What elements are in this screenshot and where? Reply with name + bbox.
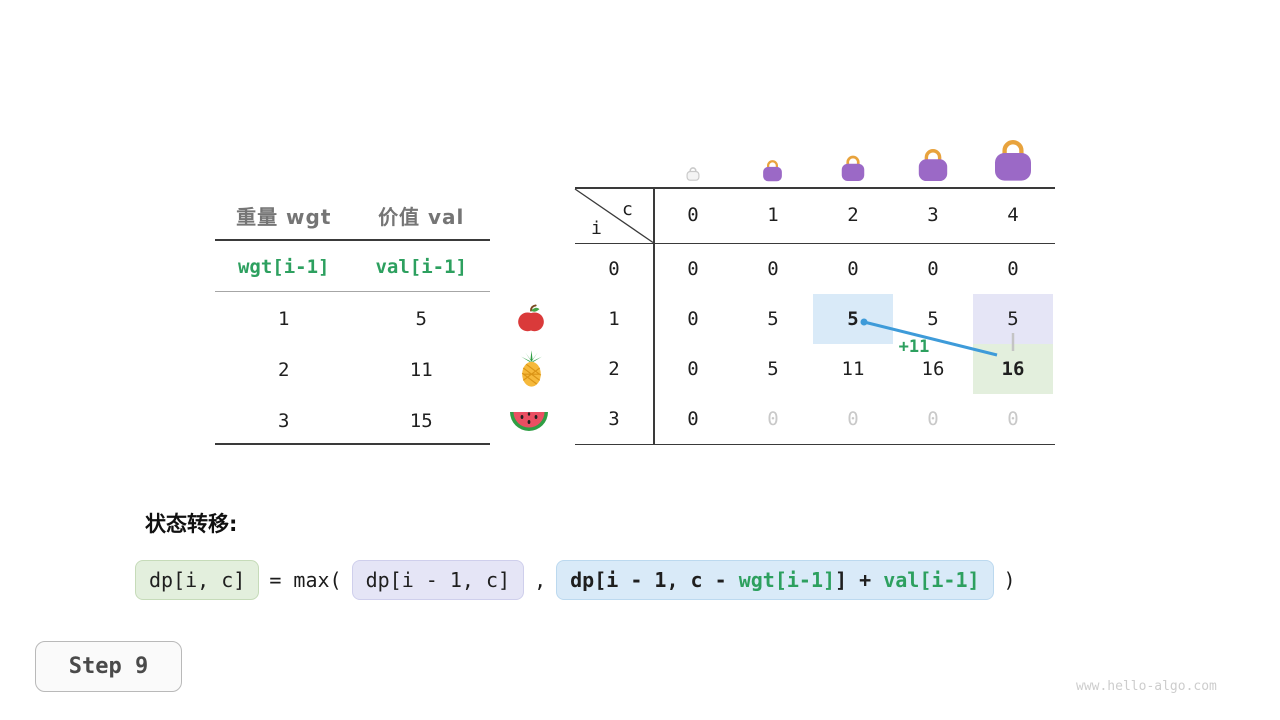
dp-col-header-1: 1 (767, 204, 779, 226)
pineapple-icon (517, 350, 546, 392)
dp-col-header-0: 0 (687, 204, 699, 226)
state-transition-heading: 状态转移: (145, 512, 238, 536)
dp-cell-r3-c2: 0 (847, 408, 859, 430)
dp-row-header-2: 2 (608, 358, 620, 380)
dp-cell-r0-c0: 0 (687, 258, 699, 280)
dp-col-header-2: 2 (847, 204, 859, 226)
item-2-weight: 2 (278, 359, 290, 381)
formula-arg1-keep: dp[i - 1, c] (351, 560, 525, 600)
dp-cell-r3-c0: 0 (687, 408, 699, 430)
step-badge: Step 9 (35, 641, 182, 692)
formula-arg2-val-part: val[i-1] (883, 568, 980, 592)
dp-cell-r1-c3: 5 (927, 308, 939, 330)
dp-row-header-0: 0 (608, 258, 620, 280)
item-1-weight: 1 (278, 308, 290, 330)
item-row-2: 2 11 (215, 345, 490, 395)
dp-cell-r1-c0: 0 (687, 308, 699, 330)
item-table-formula-row: wgt[i-1] val[i-1] (215, 243, 490, 291)
item-row-1: 1 5 (215, 294, 490, 344)
formula-close-paren: ) (1003, 568, 1016, 592)
dp-corner-col-label: c (622, 199, 633, 220)
item-table-bottom-rule (215, 443, 490, 445)
formula-arg2-plus-part: ] + (835, 568, 884, 592)
dp-grid: 0 0 0 0 0 0 5 5 5 5 0 5 11 16 16 0 0 0 0… (653, 244, 1053, 444)
plus-value-annotation: +11 (898, 337, 930, 357)
item-table-mid-rule (215, 291, 490, 292)
item-table-header-row: 重量 wgt 价值 val (215, 192, 490, 238)
dp-cell-r1-c4-source-highlight: 5 (973, 294, 1053, 344)
dp-corner-diagonal (574, 188, 654, 244)
dp-row-headers: 0 1 2 3 (575, 244, 653, 444)
apple-icon (516, 303, 546, 339)
bag-icon-capacity-2 (838, 153, 868, 186)
bag-icon-capacity-3 (914, 146, 952, 186)
item-table-header-rule (215, 239, 490, 241)
formula-arg2-take: dp[i - 1, c - wgt[i-1]] + val[i-1] (556, 560, 994, 600)
dp-cell-r1-c2-source-highlight: 5 (813, 294, 893, 344)
dp-cell-r0-c2: 0 (847, 258, 859, 280)
bag-icon-capacity-1 (760, 158, 785, 186)
dp-cell-r0-c1: 0 (767, 258, 779, 280)
bag-icon-capacity-4 (989, 136, 1037, 186)
dp-cell-r2-c0: 0 (687, 358, 699, 380)
item-3-weight: 3 (278, 410, 290, 432)
dp-cell-r0-c3: 0 (927, 258, 939, 280)
dp-col-headers: 0 1 2 3 4 (653, 192, 1053, 238)
item-1-value: 5 (415, 308, 427, 330)
dp-table-header-rule (575, 242, 1055, 244)
value-column-header: 价值 val (378, 204, 465, 229)
dp-table-bottom-rule (575, 443, 1055, 445)
bag-icon-capacity-0 (685, 166, 701, 185)
dp-row-header-3: 3 (608, 408, 620, 430)
item-2-value: 11 (409, 359, 433, 381)
dp-corner-row-label: i (591, 218, 602, 239)
dp-table-top-rule (575, 187, 1055, 189)
val-formula-cell: val[i-1] (375, 256, 467, 278)
dp-cell-r0-c4: 0 (1007, 258, 1019, 280)
formula-arg2-wgt-part: wgt[i-1] (738, 568, 836, 592)
formula-max-operator: = max( (269, 568, 342, 592)
watermark-url: www.hello-algo.com (1076, 679, 1217, 694)
dp-cell-r3-c1: 0 (767, 408, 779, 430)
formula-lhs: dp[i, c] (135, 560, 260, 600)
formula-comma: , (534, 568, 547, 592)
weight-column-header: 重量 wgt (236, 204, 332, 229)
dp-cell-r3-c3: 0 (927, 408, 939, 430)
dp-cell-r2-c3: 16 (921, 358, 945, 380)
watermelon-icon (509, 407, 549, 437)
dp-table-index-separator (653, 187, 655, 445)
dp-row-header-1: 1 (608, 308, 620, 330)
dp-cell-r1-c1: 5 (767, 308, 779, 330)
state-transition-formula: dp[i, c] = max( dp[i - 1, c] , dp[i - 1,… (135, 558, 1016, 602)
wgt-formula-cell: wgt[i-1] (237, 256, 330, 278)
formula-arg2-dp-part: dp[i - 1, c - (570, 568, 739, 592)
dp-cell-r2-c4-current-highlight: 16 (973, 344, 1053, 394)
dp-cell-r3-c4: 0 (1007, 408, 1019, 430)
dp-cell-r2-c1: 5 (767, 358, 779, 380)
dp-cell-r2-c2: 11 (841, 358, 865, 380)
item-row-3: 3 15 (215, 396, 490, 446)
item-3-value: 15 (409, 410, 433, 432)
dp-col-header-3: 3 (927, 204, 939, 226)
dp-col-header-4: 4 (1007, 204, 1019, 226)
